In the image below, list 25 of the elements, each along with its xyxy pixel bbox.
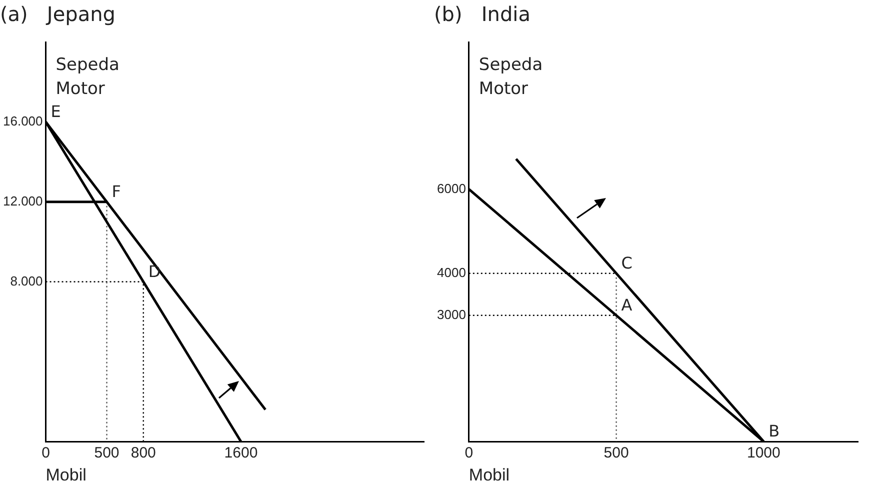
- annotation: C: [621, 253, 632, 272]
- x-tick-label: 0: [464, 444, 474, 462]
- annotation: D: [148, 262, 161, 281]
- x-tick-label: 1600: [224, 444, 258, 462]
- annotation: A: [621, 295, 632, 314]
- y-axis-title: Sepeda Motor: [56, 55, 120, 99]
- annotation: B: [768, 422, 780, 441]
- annotation: E: [50, 102, 61, 121]
- x-tick-label: 500: [604, 444, 629, 462]
- chart-title: (b) India: [434, 2, 530, 26]
- y-tick-label: 4000: [437, 264, 466, 280]
- x-tick-label: 0: [42, 444, 50, 462]
- annotation: F: [112, 182, 121, 201]
- y-tick-label: 6000: [437, 180, 466, 196]
- x-tick-label: 1000: [746, 444, 780, 462]
- x-tick-label: 500: [94, 444, 120, 462]
- y-axis-title: Sepeda Motor: [478, 55, 543, 99]
- x-tick-label: 800: [130, 444, 156, 462]
- chart-title: (a) Jepang: [0, 2, 116, 26]
- x-axis-title: Mobil: [46, 465, 86, 484]
- y-tick-label: 8.000: [10, 273, 43, 288]
- x-axis-title: Mobil: [468, 465, 510, 484]
- y-tick-label: 3000: [437, 306, 466, 322]
- y-tick-label: 12.000: [2, 193, 43, 208]
- y-tick-label: 16.000: [2, 114, 43, 128]
